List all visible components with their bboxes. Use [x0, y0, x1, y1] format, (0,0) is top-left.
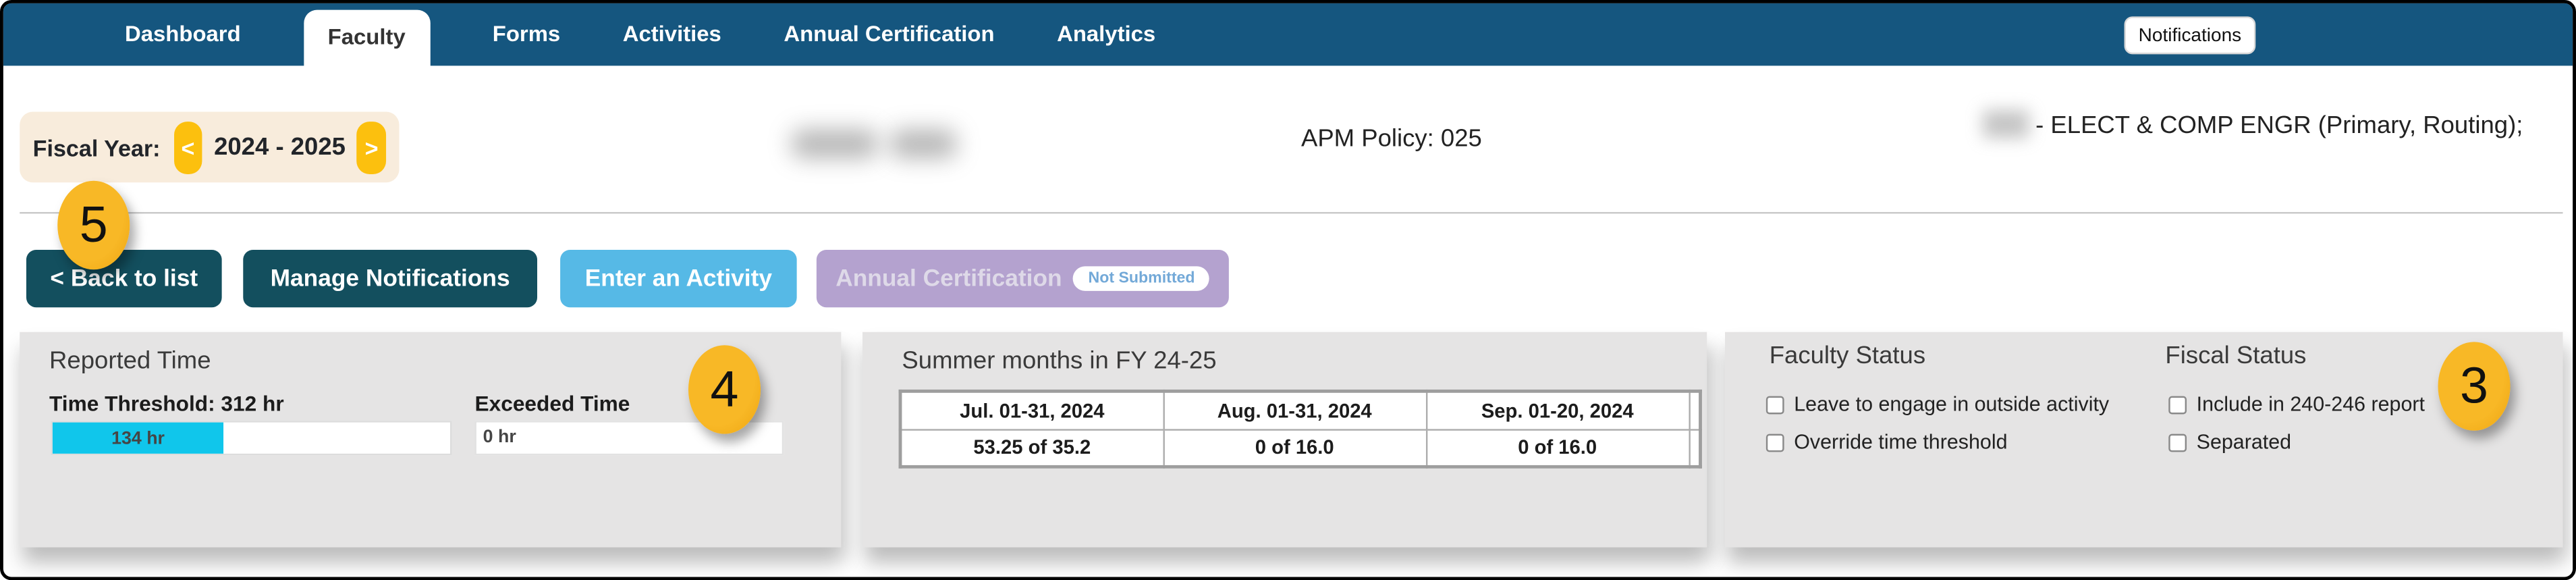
- table-value-july: 53.25 of 35.2: [900, 429, 1163, 467]
- fiscal-year-prev-button[interactable]: <: [173, 121, 202, 174]
- table-value-row: 53.25 of 35.2 0 of 16.0 0 of 16.0: [900, 429, 1701, 467]
- notifications-button[interactable]: Notifications: [2125, 16, 2256, 54]
- enter-activity-button[interactable]: Enter an Activity: [560, 250, 797, 307]
- annotation-badge-5: 5: [57, 181, 130, 269]
- page: Dashboard Faculty Forms Activities Annua…: [0, 0, 2576, 580]
- override-threshold-checkbox[interactable]: [1766, 433, 1784, 451]
- summer-months-panel: Summer months in FY 24-25 Jul. 01-31, 20…: [862, 332, 1707, 548]
- annual-certification-label: Annual Certification: [835, 265, 1062, 292]
- back-to-list-button[interactable]: < Back to list: [26, 250, 222, 307]
- leave-outside-activity-checkbox[interactable]: [1766, 395, 1784, 413]
- fiscal-year-value: 2024 - 2025: [214, 133, 346, 161]
- tab-forms[interactable]: Forms: [493, 3, 560, 66]
- reported-time-progressbar: 134 hr: [51, 421, 451, 455]
- tab-activities[interactable]: Activities: [623, 3, 721, 66]
- checkbox-row-leave: Leave to engage in outside activity: [1766, 393, 2109, 416]
- annual-certification-button: Annual Certification Not Submitted: [817, 250, 1229, 307]
- header-divider: [20, 212, 2563, 213]
- exceeded-time-label: Exceeded Time: [475, 391, 630, 416]
- summer-months-title: Summer months in FY 24-25: [902, 347, 1216, 375]
- manage-notifications-button[interactable]: Manage Notifications: [243, 250, 537, 307]
- checkbox-row-override: Override time threshold: [1766, 431, 2008, 454]
- fiscal-year-next-button[interactable]: >: [357, 121, 386, 174]
- not-submitted-badge: Not Submitted: [1074, 266, 1210, 292]
- time-threshold-label: Time Threshold: 312 hr: [49, 391, 284, 416]
- checkbox-row-include-report: Include in 240-246 report: [2168, 393, 2425, 416]
- fiscal-status-title: Fiscal Status: [2165, 342, 2306, 369]
- reported-time-title: Reported Time: [49, 347, 211, 375]
- redaction-blur: [890, 130, 956, 157]
- apm-policy-text: APM Policy: 025: [1301, 125, 1482, 153]
- table-col-july: Jul. 01-31, 2024: [900, 391, 1163, 429]
- summer-months-table: Jul. 01-31, 2024 Aug. 01-31, 2024 Sep. 0…: [899, 390, 1702, 469]
- reported-time-bar-fill: 134 hr: [53, 423, 223, 454]
- include-240-246-checkbox[interactable]: [2168, 395, 2187, 413]
- screenshot-frame: Dashboard Faculty Forms Activities Annua…: [0, 0, 2576, 580]
- separated-checkbox[interactable]: [2168, 433, 2187, 451]
- table-value-september: 0 of 16.0: [1426, 429, 1689, 467]
- annotation-badge-4: 4: [688, 345, 761, 433]
- table-value-august: 0 of 16.0: [1163, 429, 1425, 467]
- table-col-september: Sep. 01-20, 2024: [1426, 391, 1689, 429]
- tab-analytics[interactable]: Analytics: [1057, 3, 1155, 66]
- top-nav: Dashboard Faculty Forms Activities Annua…: [3, 3, 2573, 66]
- table-col-august: Aug. 01-31, 2024: [1163, 391, 1425, 429]
- tab-dashboard[interactable]: Dashboard: [125, 3, 241, 66]
- table-value-sliver: [1689, 429, 1700, 467]
- redaction-blur: [1983, 110, 2029, 138]
- override-threshold-label: Override time threshold: [1794, 431, 2007, 454]
- fiscal-year-label: Fiscal Year:: [33, 134, 161, 160]
- tab-annual-certification[interactable]: Annual Certification: [784, 3, 994, 66]
- redacted-faculty-name: [792, 122, 962, 167]
- checkbox-row-separated: Separated: [2168, 431, 2291, 454]
- table-col-sliver: [1689, 391, 1700, 429]
- department-text: - ELECT & COMP ENGR (Primary, Routing);: [1983, 107, 2568, 144]
- fiscal-year-bar: Fiscal Year: < 2024 - 2025 >: [20, 112, 399, 183]
- annotation-badge-3: 3: [2438, 342, 2511, 430]
- separated-label: Separated: [2197, 431, 2291, 454]
- redaction-blur: [792, 130, 877, 157]
- leave-outside-activity-label: Leave to engage in outside activity: [1794, 393, 2109, 416]
- include-240-246-label: Include in 240-246 report: [2197, 393, 2425, 416]
- faculty-status-title: Faculty Status: [1770, 342, 1925, 369]
- status-panel: Faculty Status Fiscal Status Leave to en…: [1725, 332, 2563, 548]
- tab-faculty[interactable]: Faculty: [303, 10, 430, 73]
- department-label: - ELECT & COMP ENGR (Primary, Routing);: [2035, 112, 2523, 140]
- table-header-row: Jul. 01-31, 2024 Aug. 01-31, 2024 Sep. 0…: [900, 391, 1701, 429]
